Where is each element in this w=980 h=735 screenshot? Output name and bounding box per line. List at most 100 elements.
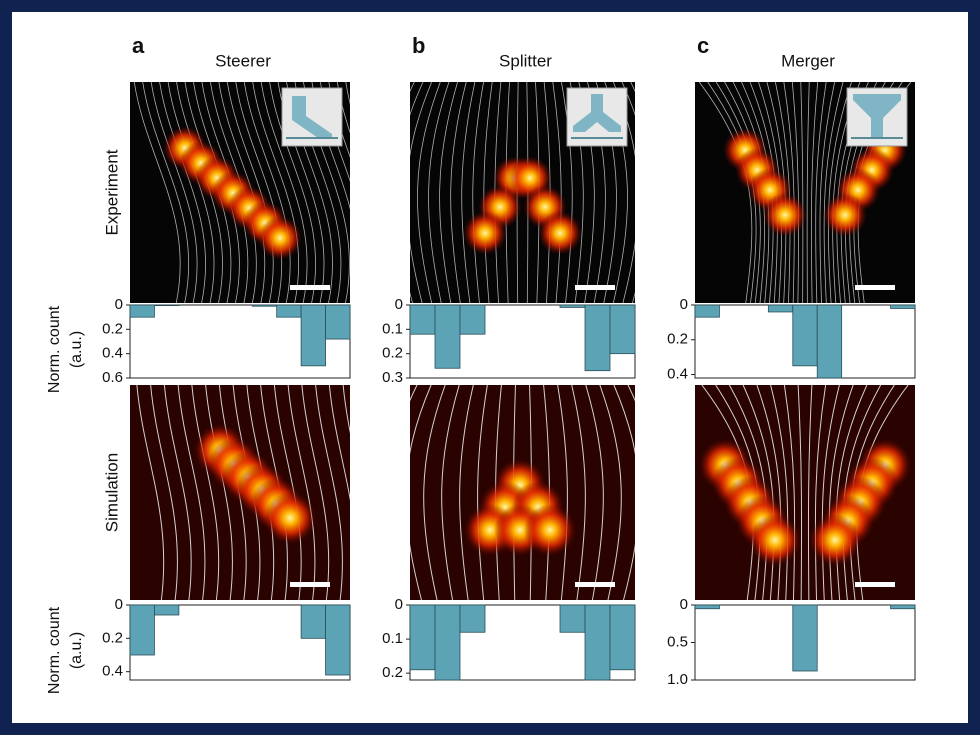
streamline <box>770 385 789 600</box>
panel-letter: a <box>132 33 145 58</box>
particle-glow <box>264 492 316 544</box>
streamline <box>328 385 350 502</box>
bar <box>609 604 636 671</box>
streamline <box>814 385 827 600</box>
bar <box>584 604 611 681</box>
bar <box>816 304 843 379</box>
streamline <box>461 82 476 303</box>
streamline <box>205 385 233 600</box>
streamline <box>243 82 291 303</box>
streamline <box>163 385 192 600</box>
streamline <box>585 385 604 600</box>
bar <box>325 304 351 340</box>
y-tick-label: 0.5 <box>667 633 688 650</box>
streamline <box>783 385 796 600</box>
y-tick-label: 0.2 <box>102 320 123 337</box>
y-tick-label: 0.2 <box>382 345 403 362</box>
y-tick-label: 0 <box>395 596 403 613</box>
image-panel <box>130 385 350 600</box>
bar <box>459 304 486 335</box>
streamline <box>807 385 813 600</box>
bar <box>792 604 818 672</box>
y-tick-label: 0.4 <box>102 345 123 362</box>
streamline <box>235 82 283 303</box>
y-axis-label: (a.u.) <box>68 331 85 368</box>
streamline <box>797 385 803 600</box>
bar <box>609 304 636 355</box>
particle-glow <box>823 193 867 237</box>
streamline <box>810 82 819 303</box>
panel-title: Merger <box>781 51 835 70</box>
y-tick-label: 0 <box>680 596 688 613</box>
bar <box>694 604 720 610</box>
bar <box>251 304 278 307</box>
streamline <box>287 385 316 600</box>
scale-bar <box>290 582 330 587</box>
streamline <box>439 82 458 303</box>
streamline <box>177 385 206 600</box>
panel-letter: b <box>412 33 425 58</box>
streamline <box>315 385 343 600</box>
bar <box>559 304 586 308</box>
streamline <box>483 82 493 303</box>
y-axis-label: (a.u.) <box>68 632 85 669</box>
particle-glow <box>463 211 507 255</box>
streamline <box>410 82 424 303</box>
streamline <box>423 385 446 600</box>
streamline <box>450 82 467 303</box>
y-tick-label: 0.1 <box>382 320 403 337</box>
row-label: Simulation <box>102 453 121 532</box>
row-label: Experiment <box>102 149 121 235</box>
streamline <box>821 385 840 600</box>
bar <box>409 304 436 335</box>
bar <box>409 604 436 671</box>
y-tick-label: 0.3 <box>382 369 403 386</box>
bar <box>890 304 916 309</box>
streamline <box>136 385 165 600</box>
streamline <box>428 82 450 303</box>
image-panel <box>410 385 635 600</box>
y-tick-label: 0 <box>680 296 688 313</box>
y-tick-label: 0.4 <box>102 663 123 680</box>
streamline <box>552 82 562 303</box>
particle-glow <box>538 211 582 255</box>
streamline <box>477 385 488 600</box>
image-panel <box>410 82 635 303</box>
streamline <box>301 385 330 600</box>
bar <box>325 604 351 676</box>
bar <box>154 604 180 616</box>
streamline <box>269 82 316 303</box>
panel-title: Steerer <box>215 51 271 70</box>
streamline <box>410 385 432 600</box>
streamline <box>150 385 178 600</box>
bar <box>276 304 302 318</box>
particle-glow <box>749 514 801 566</box>
streamline <box>791 82 800 303</box>
bar <box>434 604 461 681</box>
image-panel <box>695 82 915 303</box>
y-tick-label: 0.4 <box>667 365 688 382</box>
streamline <box>410 82 433 303</box>
particle-glow <box>524 504 576 556</box>
bar <box>767 304 794 313</box>
streamline <box>828 385 854 600</box>
streamline <box>336 82 350 134</box>
streamline <box>472 82 484 303</box>
y-axis-label: Norm. count <box>46 305 63 393</box>
streamline <box>800 82 804 303</box>
streamline <box>621 82 635 303</box>
streamline <box>159 82 206 303</box>
streamline <box>191 385 220 600</box>
streamline <box>561 82 573 303</box>
bar <box>559 604 586 633</box>
bar <box>300 604 326 639</box>
bar <box>434 304 461 369</box>
particle-glow <box>763 193 807 237</box>
streamline <box>342 385 350 434</box>
bar <box>459 604 486 633</box>
streamline <box>815 82 827 303</box>
streamline <box>806 82 810 303</box>
bar <box>154 304 180 307</box>
streamline <box>571 385 586 600</box>
